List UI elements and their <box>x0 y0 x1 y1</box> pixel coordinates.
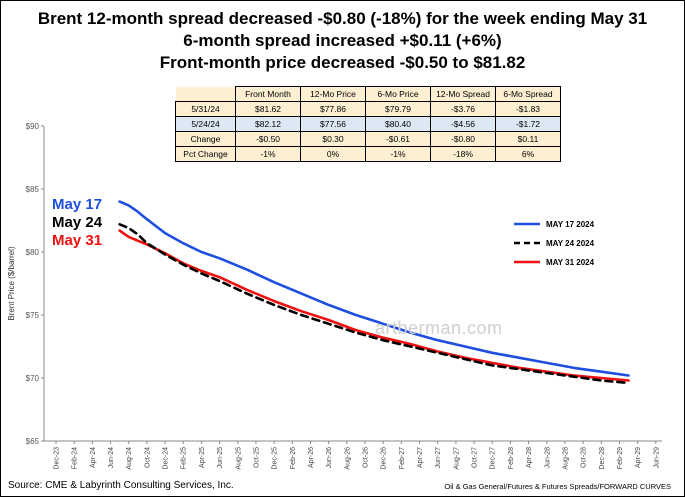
x-tick-label: Oct-28 <box>581 447 588 468</box>
chart-title-line-1: Brent 12-month spread decreased -$0.80 (… <box>37 9 648 28</box>
chart-title-line-2: 6-month spread increased +$0.11 (+6%) <box>183 31 502 50</box>
series-line-may24 <box>118 223 630 385</box>
x-tick-label: Dec-25 <box>272 447 279 470</box>
x-tick-label: Oct-27 <box>472 447 479 468</box>
table-row-label: Pct Change <box>175 146 236 162</box>
table-row: Pct Change -1% 0% -1% -18% 6% <box>175 146 561 162</box>
y-tick-label: $75 <box>26 311 40 320</box>
label-may17: May 17 <box>52 196 103 213</box>
y-tick-label: $80 <box>26 248 40 257</box>
x-tick-label: Oct-26 <box>363 447 370 468</box>
x-tick-label: Jun-29 <box>653 447 660 469</box>
table-cell: 0% <box>300 146 366 162</box>
y-tick-label: $65 <box>26 437 40 446</box>
x-tick-label: Aug-28 <box>562 447 569 470</box>
source-note: Source: CME & Labyrinth Consulting Servi… <box>8 480 234 491</box>
series-line-may31 <box>118 229 630 382</box>
x-tick-label: Aug-27 <box>453 447 460 470</box>
series-lines <box>118 200 630 385</box>
table-row-label: 5/24/24 <box>175 116 236 132</box>
table-cell: -$1.83 <box>495 101 561 117</box>
x-tick-label: Jun-24 <box>108 447 115 469</box>
y-axis-title: Brent Price ($/barrel) <box>7 246 16 321</box>
x-tick-label: Apr-29 <box>635 447 642 468</box>
table-cell: -$0.80 <box>430 131 496 147</box>
x-tick-label: Jun-25 <box>217 447 224 469</box>
table-cell: $77.56 <box>300 116 366 132</box>
legend-label-may24: MAY 24 2024 <box>546 239 595 248</box>
x-tick-label: Apr-24 <box>90 447 97 468</box>
table-header-6mo-price: 6-Mo Price <box>365 86 431 102</box>
x-tick-label: Apr-25 <box>199 447 206 468</box>
table-row: 5/31/24 $81.62 $77.86 $79.79 -$3.76 -$1.… <box>175 101 561 117</box>
y-tick-label: $90 <box>26 122 40 131</box>
x-tick-label: Apr-27 <box>417 447 424 468</box>
plot-axes: $65 $70 $75 $80 $85 $90 Brent Price ($/barrel)… <box>7 122 662 470</box>
x-tick-label: Feb-29 <box>617 447 624 469</box>
x-tick-label: Apr-28 <box>526 447 533 468</box>
table-cell: -1% <box>235 146 301 162</box>
x-tick-label: Jun-26 <box>326 447 333 469</box>
file-path-note: Oil & Gas General/Futures & Futures Spre… <box>444 482 671 491</box>
table-cell: -18% <box>430 146 496 162</box>
x-tick-label: Feb-27 <box>399 447 406 469</box>
label-may24: May 24 <box>52 214 103 231</box>
watermark-text: artberman.com <box>375 318 503 338</box>
table-cell: -$3.76 <box>430 101 496 117</box>
table-cell: -1% <box>365 146 431 162</box>
x-tick-label: Aug-24 <box>126 447 133 470</box>
series-line-may17 <box>118 200 630 377</box>
x-tick-label: Dec-23 <box>54 447 61 470</box>
table-corner <box>175 86 236 102</box>
x-tick-label: Feb-24 <box>72 447 79 469</box>
table-cell: $0.30 <box>300 131 366 147</box>
table-header-row: Front Month 12-Mo Price 6-Mo Price 12-Mo… <box>175 86 561 102</box>
x-tick-label: Oct-25 <box>253 447 260 468</box>
x-tick-label: Jun-27 <box>435 447 442 469</box>
legend-label-may17: MAY 17 2024 <box>546 220 595 229</box>
table-row-label: 5/31/24 <box>175 101 236 117</box>
legend: MAY 17 2024 MAY 24 2024 MAY 31 2024 <box>514 220 595 267</box>
table-cell: $82.12 <box>235 116 301 132</box>
x-tick-label: Aug-26 <box>344 447 351 470</box>
table-row-label: Change <box>175 131 236 147</box>
x-tick-label: Dec-26 <box>381 447 388 470</box>
table-header-12mo-spread: 12-Mo Spread <box>430 86 496 102</box>
table-cell: -$0.61 <box>365 131 431 147</box>
y-tick-label: $70 <box>26 374 40 383</box>
x-tick-label: Dec-27 <box>490 447 497 470</box>
table-row: Change -$0.50 $0.30 -$0.61 -$0.80 $0.11 <box>175 131 561 147</box>
x-tick-label: Aug-25 <box>235 447 242 470</box>
x-tick-label: Jun-28 <box>544 447 551 469</box>
label-may31: May 31 <box>52 232 103 249</box>
legend-label-may31: MAY 31 2024 <box>546 258 595 267</box>
x-tick-label: Feb-25 <box>181 447 188 469</box>
table-cell: -$4.56 <box>430 116 496 132</box>
x-tick-label: Feb-26 <box>290 447 297 469</box>
x-tick-label: Apr-26 <box>308 447 315 468</box>
spread-summary-table: Front Month 12-Mo Price 6-Mo Price 12-Mo… <box>175 86 561 162</box>
x-tick-label: Oct-24 <box>144 447 151 468</box>
table-cell: $79.79 <box>365 101 431 117</box>
x-tick-label: Dec-24 <box>163 447 170 470</box>
table-row: 5/24/24 $82.12 $77.56 $80.40 -$4.56 -$1.… <box>175 116 561 132</box>
y-tick-label: $85 <box>26 185 40 194</box>
table-cell: 6% <box>495 146 561 162</box>
x-tick-label: Feb-28 <box>508 447 515 469</box>
chart-title-line-3: Front-month price decreased -$0.50 to $8… <box>159 53 526 72</box>
table-cell: $77.86 <box>300 101 366 117</box>
x-tick-label: Dec-28 <box>599 447 606 470</box>
table-cell: -$1.72 <box>495 116 561 132</box>
table-cell: $81.62 <box>235 101 301 117</box>
